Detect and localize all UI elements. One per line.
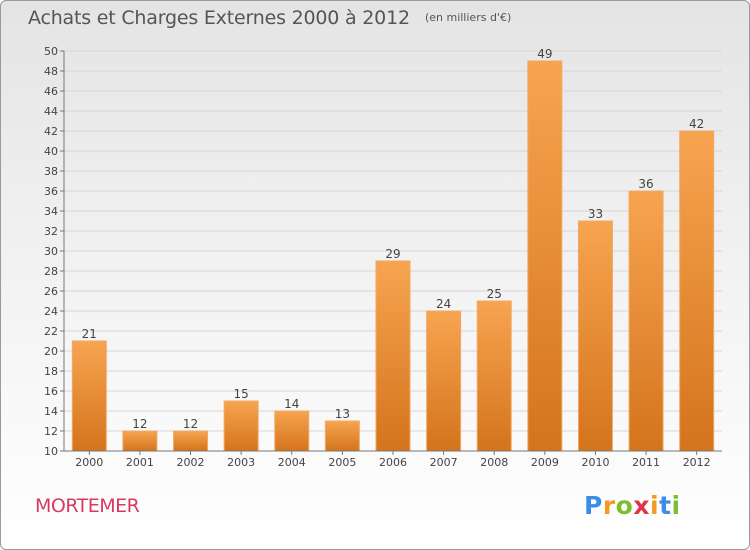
chart-unit: (en milliers d'€) (424, 11, 512, 24)
y-tick-label: 32 (44, 225, 58, 238)
x-tick-label-2003: 2003 (227, 456, 255, 469)
bar-2011 (628, 190, 664, 452)
x-tick-label-2012: 2012 (683, 456, 711, 469)
commune-name: MORTEMER (35, 495, 140, 517)
bar-2007 (426, 310, 462, 452)
y-tick-label: 16 (44, 385, 58, 398)
y-tick-label: 30 (44, 245, 58, 258)
proxiti-logo: Proxiti (584, 491, 681, 520)
x-tick-label-2009: 2009 (531, 456, 559, 469)
x-tick-label-2011: 2011 (632, 456, 660, 469)
data-label-2007: 24 (436, 297, 451, 311)
y-tick-label: 24 (44, 305, 58, 318)
y-tick-label: 10 (44, 445, 58, 458)
data-label-2004: 14 (284, 397, 299, 411)
y-tick-label: 48 (44, 65, 58, 78)
y-axis: 10 12 14 16 18 20 22 24 26 28 30 32 34 36 38 40 42 44 46 48… (44, 45, 65, 458)
data-label-2009: 49 (537, 47, 552, 61)
x-tick-label-2007: 2007 (430, 456, 458, 469)
bar-2003 (223, 400, 259, 452)
data-label-2011: 36 (638, 177, 653, 191)
logo-letter: i (650, 491, 660, 520)
logo-letter: i (671, 491, 681, 520)
y-tick-label: 28 (44, 265, 58, 278)
y-tick-label: 44 (44, 105, 58, 118)
data-label-2002: 12 (183, 417, 198, 431)
data-label-2003: 15 (234, 387, 249, 401)
logo-letter: x (633, 491, 650, 520)
y-tick-label: 14 (44, 405, 58, 418)
data-label-2006: 29 (385, 247, 400, 261)
data-labels: 21 12 12 15 14 13 29 24 25 49 33 36 42 (82, 47, 705, 431)
y-tick-label: 22 (44, 325, 58, 338)
y-tick-label: 20 (44, 345, 58, 358)
bar-2006 (375, 260, 411, 452)
chart-title: Achats et Charges Externes 2000 à 2012 (28, 7, 410, 29)
bar-2012 (679, 130, 715, 452)
logo-letter: P (584, 491, 603, 520)
data-label-2012: 42 (689, 117, 704, 131)
bar-2010 (577, 220, 613, 452)
x-tick-label-2006: 2006 (379, 456, 407, 469)
y-tick-label: 38 (44, 165, 58, 178)
data-label-2001: 12 (132, 417, 147, 431)
data-label-2010: 33 (588, 207, 603, 221)
x-tick-label-2001: 2001 (126, 456, 154, 469)
bar-2001 (122, 430, 158, 452)
y-tick-label: 40 (44, 145, 58, 158)
y-tick-label: 36 (44, 185, 58, 198)
x-tick-label-2000: 2000 (75, 456, 103, 469)
y-tick-label: 34 (44, 205, 58, 218)
bar-2008 (476, 300, 512, 452)
bar-2002 (173, 430, 209, 452)
title-row: Achats et Charges Externes 2000 à 2012 (… (28, 7, 511, 29)
y-tick-label: 42 (44, 125, 58, 138)
x-axis: 2000 2001 2002 2003 2004 2005 2006 2007 2008 2009… (64, 450, 722, 469)
data-label-2008: 25 (487, 287, 502, 301)
x-tick-label-2004: 2004 (278, 456, 306, 469)
y-tick-label: 18 (44, 365, 58, 378)
x-tick-label-2010: 2010 (581, 456, 609, 469)
logo-letter: o (615, 491, 634, 520)
logo-letter: t (659, 491, 672, 520)
x-tick-label-2005: 2005 (328, 456, 356, 469)
bar-2004 (274, 410, 310, 452)
bar-2009 (527, 60, 563, 452)
logo-letter: r (602, 491, 616, 520)
y-tick-label: 50 (44, 45, 58, 58)
x-tick-label-2002: 2002 (177, 456, 205, 469)
y-tick-label: 46 (44, 85, 58, 98)
bar-2005 (324, 420, 360, 452)
data-label-2000: 21 (82, 327, 97, 341)
y-tick-label: 26 (44, 285, 58, 298)
bar-2000 (71, 340, 107, 452)
bars (71, 60, 715, 452)
x-tick-label-2008: 2008 (480, 456, 508, 469)
y-tick-label: 12 (44, 425, 58, 438)
data-label-2005: 13 (335, 407, 350, 421)
